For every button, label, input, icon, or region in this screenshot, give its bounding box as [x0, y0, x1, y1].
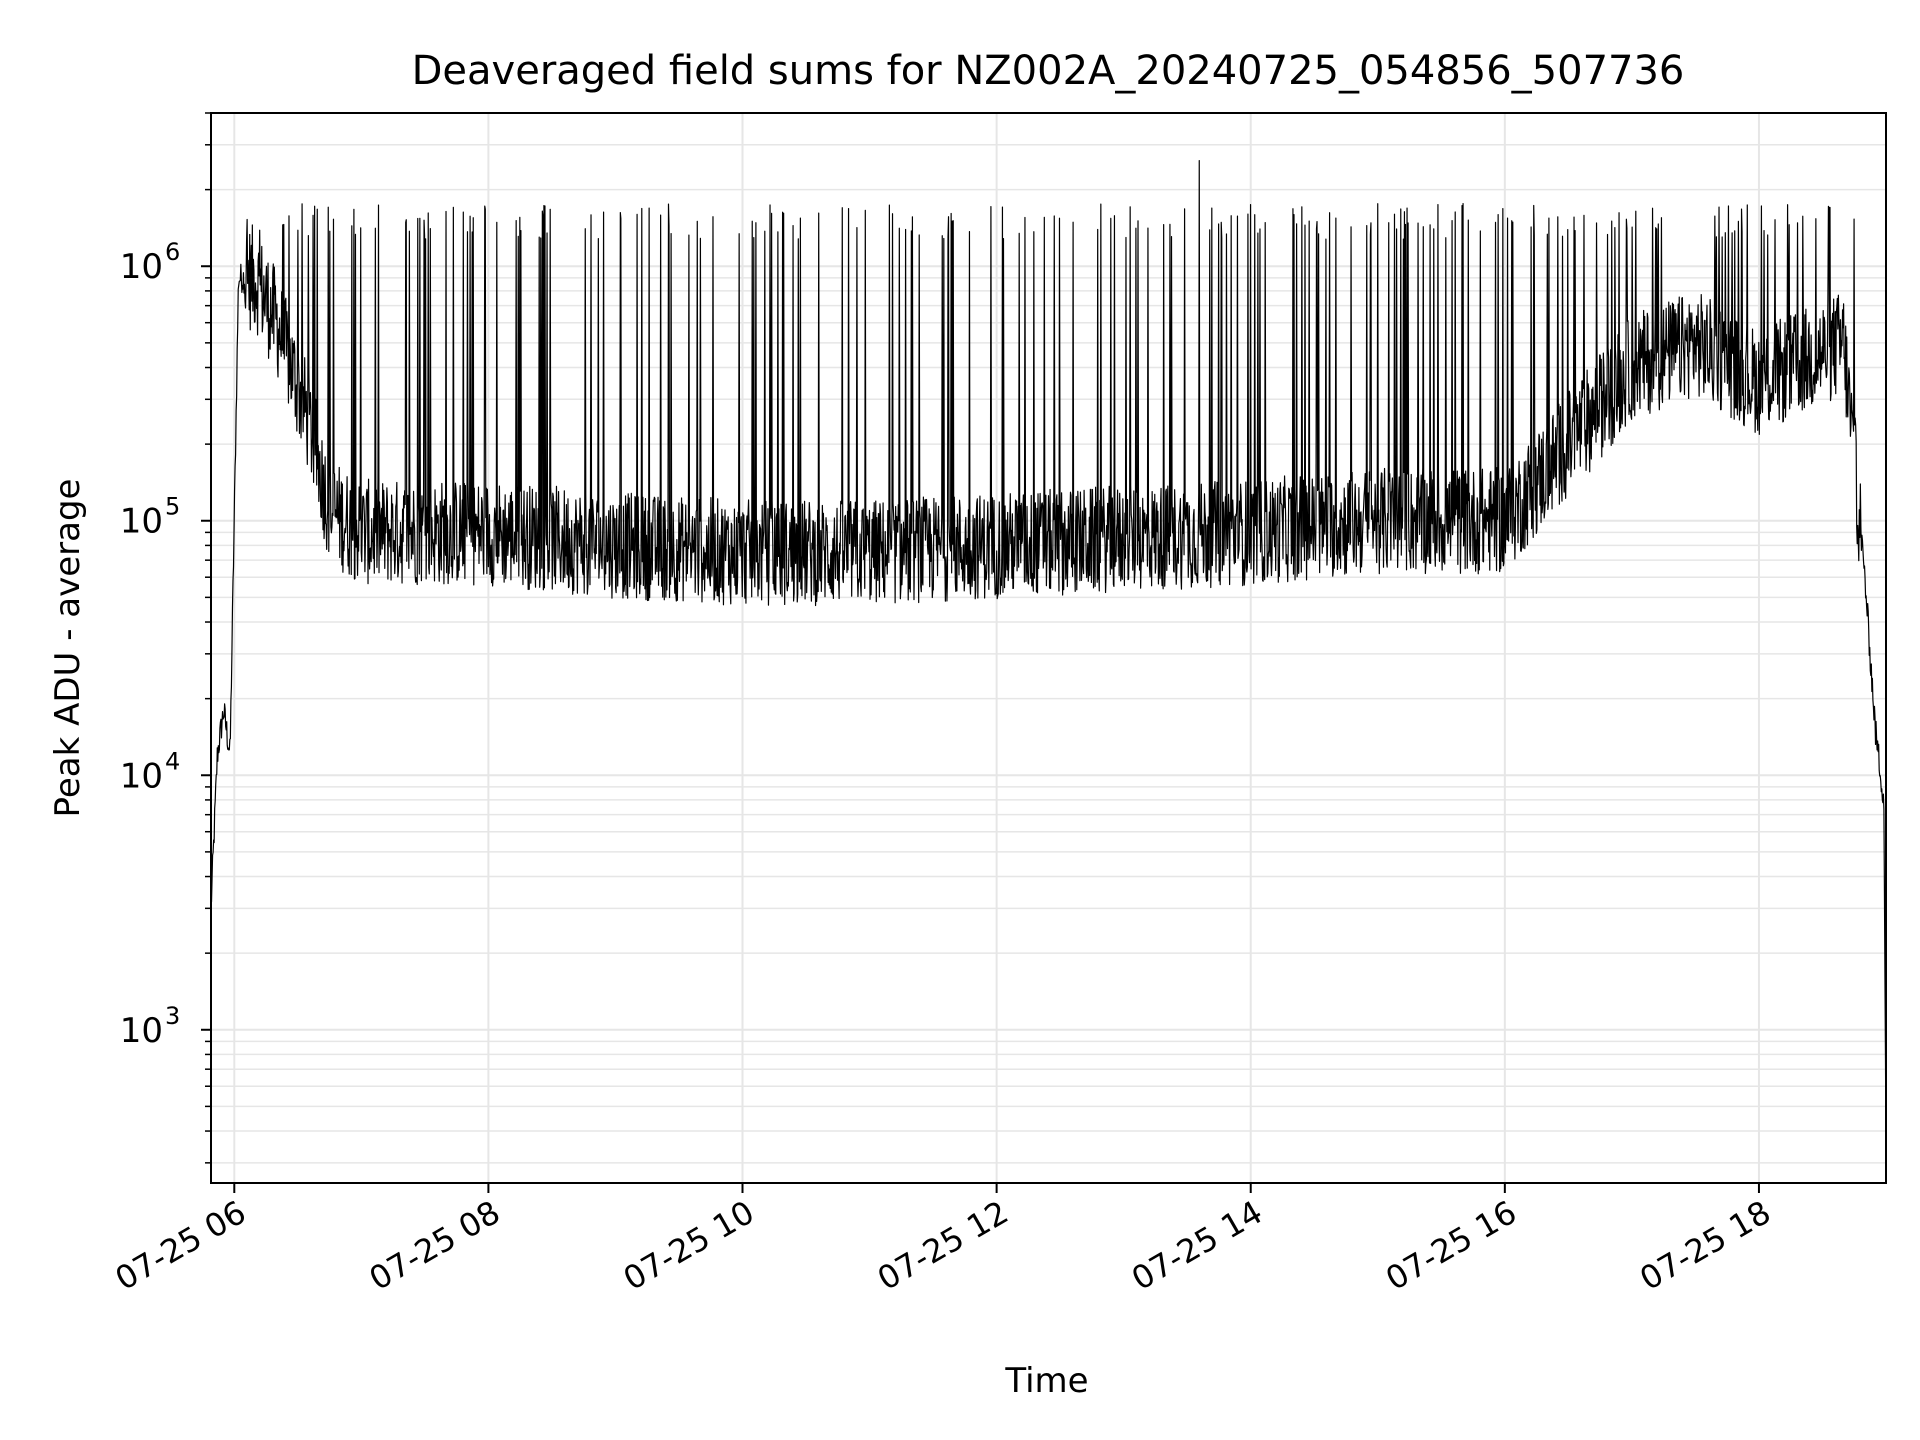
grid — [211, 112, 1886, 1183]
x-axis-label: Time — [1004, 1361, 1088, 1401]
series-path — [210, 160, 1887, 1156]
plot-frame — [210, 112, 1887, 1184]
y-tick-label: 10 — [120, 756, 163, 796]
y-axis-label: Peak ADU - average — [48, 479, 88, 818]
y-tick-label: 10 — [120, 502, 163, 542]
y-tick-exponent: 3 — [165, 1002, 180, 1030]
y-tick-label: 10 — [120, 1011, 163, 1051]
y-tick-exponent: 5 — [165, 493, 180, 521]
y-tick-exponent: 4 — [165, 747, 180, 775]
series-line — [210, 160, 1887, 1156]
chart-title: Deaveraged field sums for NZ002A_2024072… — [412, 48, 1685, 94]
y-tick-exponent: 6 — [165, 238, 180, 266]
y-tick-label: 10 — [120, 247, 163, 287]
